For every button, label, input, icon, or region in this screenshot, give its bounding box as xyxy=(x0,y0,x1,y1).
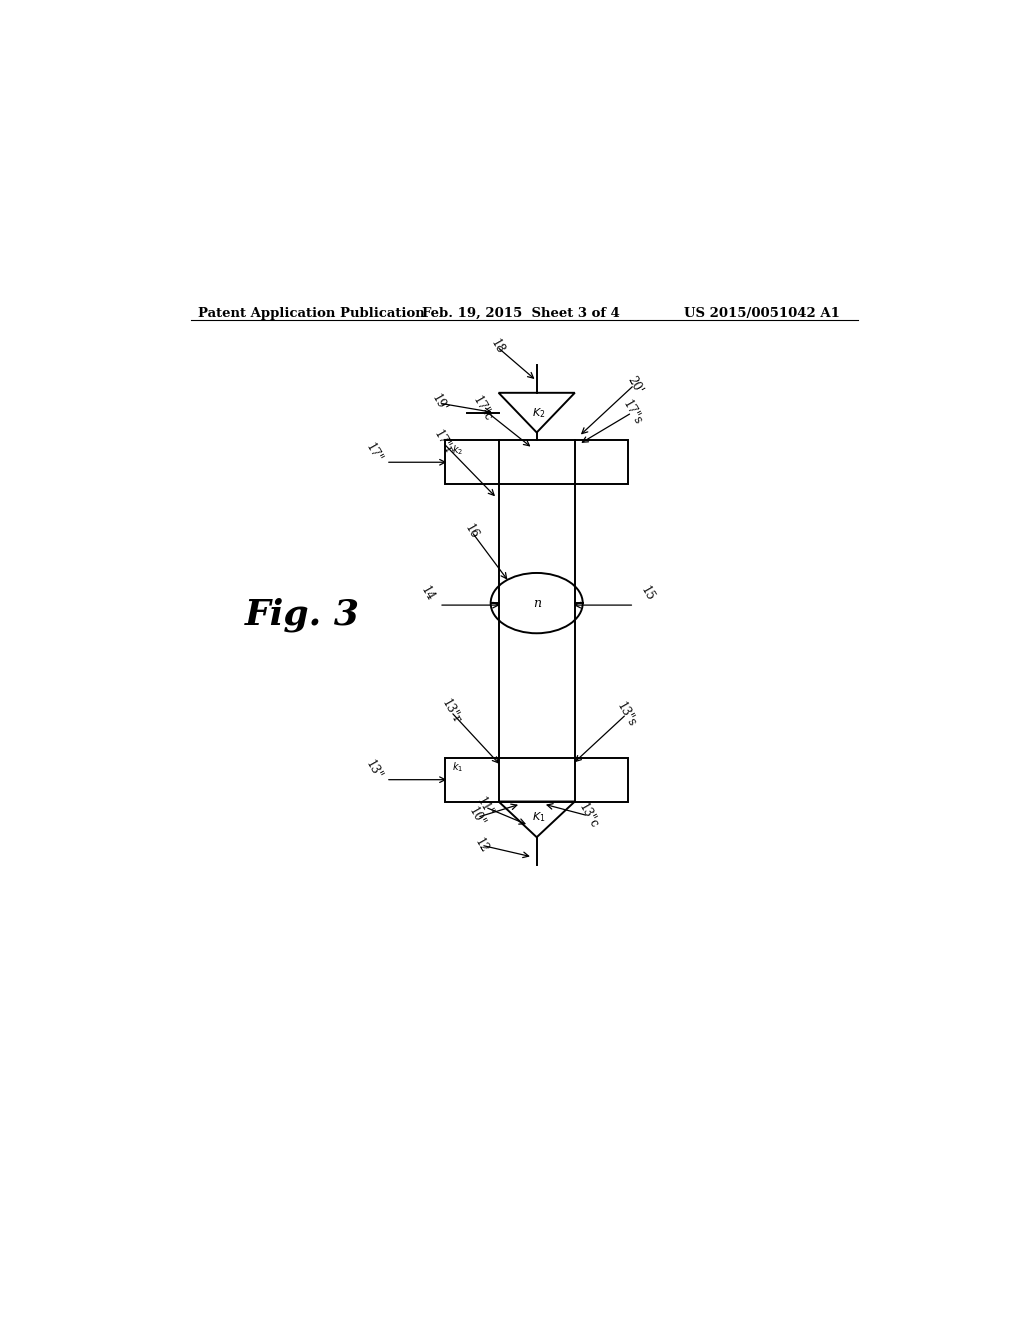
Text: $k_2$: $k_2$ xyxy=(452,442,463,457)
Text: 20': 20' xyxy=(625,374,644,396)
Text: n: n xyxy=(532,597,541,610)
Text: 13"r: 13"r xyxy=(439,697,463,726)
Text: 15: 15 xyxy=(638,583,657,603)
Text: 14: 14 xyxy=(418,583,436,603)
Text: 17": 17" xyxy=(364,441,385,465)
Text: 10": 10" xyxy=(467,805,487,829)
Text: 18: 18 xyxy=(487,337,506,356)
Text: 17"c: 17"c xyxy=(470,393,495,424)
Bar xyxy=(445,758,628,801)
Text: $K_1$: $K_1$ xyxy=(531,810,545,824)
Text: Feb. 19, 2015  Sheet 3 of 4: Feb. 19, 2015 Sheet 3 of 4 xyxy=(422,308,620,319)
Text: 16: 16 xyxy=(462,521,481,541)
Text: Patent Application Publication: Patent Application Publication xyxy=(198,308,425,319)
Text: US 2015/0051042 A1: US 2015/0051042 A1 xyxy=(684,308,840,319)
Text: 13": 13" xyxy=(364,758,385,783)
Bar xyxy=(445,441,628,484)
Text: 13"c: 13"c xyxy=(575,801,601,830)
Text: 19': 19' xyxy=(429,392,450,414)
Text: $K_2$: $K_2$ xyxy=(531,405,545,420)
Text: 17"s: 17"s xyxy=(620,399,644,428)
Text: 12: 12 xyxy=(472,836,490,855)
Text: Fig. 3: Fig. 3 xyxy=(245,598,360,632)
Text: $k_1$: $k_1$ xyxy=(452,760,463,774)
Text: 11": 11" xyxy=(474,795,496,818)
Text: 17"r: 17"r xyxy=(431,429,455,457)
Text: 13"s: 13"s xyxy=(614,700,639,729)
